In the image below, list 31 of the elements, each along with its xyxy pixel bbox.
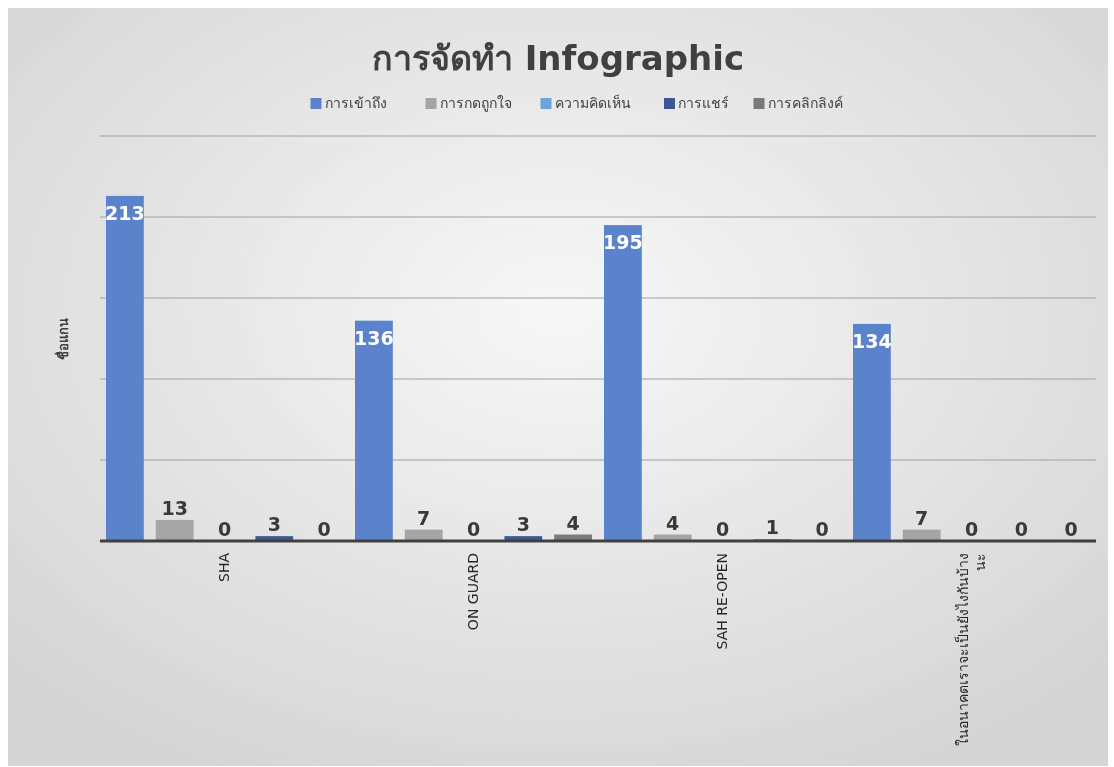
data-label: 0 [466, 518, 481, 540]
data-label: 0 [317, 518, 331, 540]
data-label: 136 [354, 326, 394, 349]
data-label: 134 [852, 329, 892, 352]
x-tick-label: ในอนาคตเราจะเป็นยังไงกันบ้างนะ [954, 553, 988, 746]
data-label: 0 [1064, 518, 1078, 540]
chart-title: การจัดทำ Infographic [371, 38, 745, 78]
data-label: 195 [603, 231, 643, 254]
data-label: 1 [765, 516, 779, 539]
legend-label: การกดถูกใจ [439, 95, 512, 112]
data-label: 0 [815, 518, 829, 540]
x-tick-label: SHA [216, 552, 233, 582]
data-label: 4 [566, 511, 580, 534]
x-tick-label: ON GUARD [465, 553, 482, 631]
legend-label: ความคิดเห็น [554, 94, 631, 111]
data-label: 0 [964, 518, 979, 540]
legend-label: การเข้าถึง [324, 95, 387, 111]
x-tick-label: SAH RE-OPEN [714, 553, 731, 650]
y-axis-title: ชื่อแกน [54, 317, 71, 360]
data-label: 7 [915, 506, 929, 529]
data-label: 4 [666, 511, 680, 534]
data-label: 3 [267, 513, 281, 536]
data-label: 213 [105, 201, 145, 224]
legend-label: การแชร์ [678, 95, 729, 111]
data-label: 3 [516, 513, 530, 536]
data-label: 0 [1014, 518, 1028, 540]
data-label: 0 [217, 518, 232, 540]
data-label: 13 [161, 496, 188, 519]
data-label: 0 [715, 518, 730, 540]
legend-label: การคลิกลิงค์ [767, 95, 843, 111]
data-label: 7 [417, 506, 431, 529]
